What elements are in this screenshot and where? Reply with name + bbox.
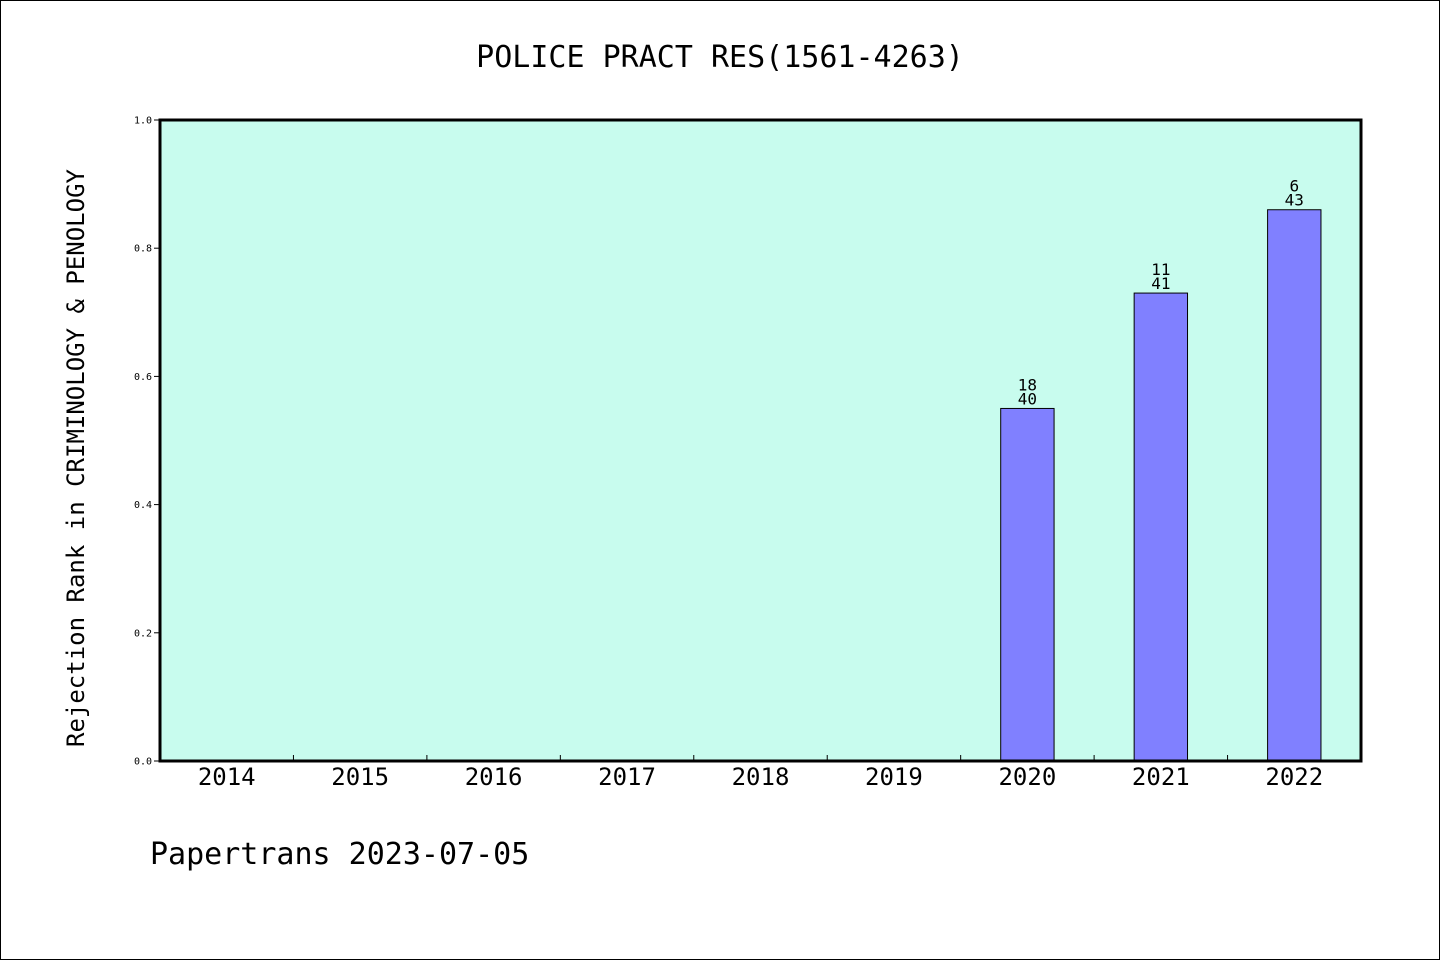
y-tick-label: 0.2: [134, 628, 152, 639]
bar: [1000, 407, 1055, 762]
bar-label-bottom: 43: [1285, 191, 1304, 210]
x-tick-label: 2014: [198, 763, 256, 791]
ticks-group: 2014 2015 2016 2017 2018 2019 2020 2021 2022 0.0 0…: [134, 116, 1323, 792]
x-tick-label: 2022: [1265, 763, 1323, 791]
y-tick-label: 0.6: [134, 372, 152, 383]
bar-label-top: 18: [1018, 375, 1037, 394]
footer-text: Papertrans 2023-07-05: [150, 837, 529, 872]
bar-label-bottom: 41: [1151, 274, 1170, 293]
bar-label-top: 6: [1289, 177, 1299, 196]
chart-title: POLICE PRACT RES(1561-4263): [476, 40, 964, 75]
x-tick-label: 2018: [732, 763, 790, 791]
bar-label-bottom: 40: [1018, 389, 1037, 408]
bar-label-top: 11: [1151, 260, 1170, 279]
y-tick-label: 0.4: [134, 500, 152, 511]
y-tick-label: 1.0: [134, 116, 152, 127]
plot-border: [158, 118, 1363, 763]
x-tick-label: 2016: [465, 763, 523, 791]
y-axis-label: Rejection Rank in CRIMINOLOGY & PENOLOGY: [62, 168, 90, 747]
x-tick-label: 2019: [865, 763, 923, 791]
x-tick-label: 2015: [331, 763, 389, 791]
x-tick-label: 2021: [1132, 763, 1190, 791]
bar: [1267, 209, 1322, 762]
bar: [1133, 292, 1189, 762]
y-tick-label: 0.8: [134, 244, 152, 255]
x-tick-label: 2020: [998, 763, 1056, 791]
y-tick-label: 0.0: [134, 757, 152, 768]
x-tick-label: 2017: [598, 763, 656, 791]
